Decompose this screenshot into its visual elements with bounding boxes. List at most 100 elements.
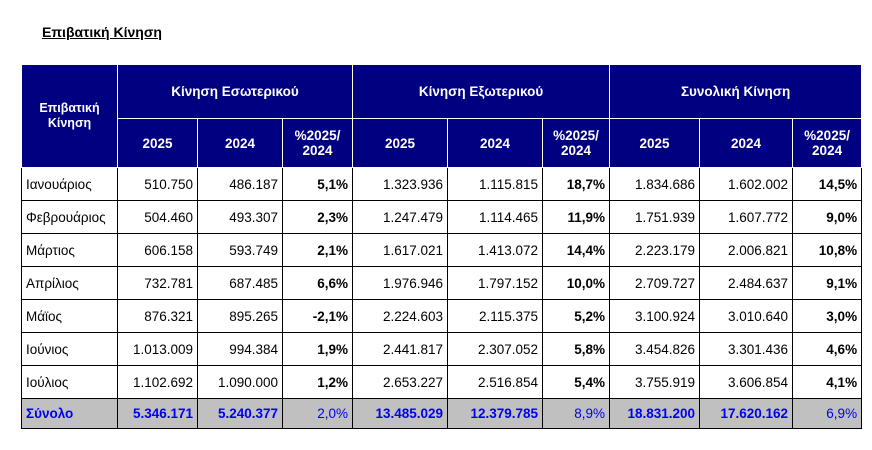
value-cell: 3.100.924 [609,299,701,333]
percent-change-cell: 5,8% [542,332,611,366]
column-header: 2025 [352,118,449,168]
value-cell: 1.751.939 [609,200,701,234]
value-cell: 2.484.637 [699,266,794,300]
month-cell: Ιούλιος [21,365,118,399]
value-cell: 732.781 [117,266,198,300]
percent-change-cell: 3,0% [792,299,863,333]
passenger-traffic-table: Επιβατική Κίνηση Κίνηση Εσωτερικού Κίνησ… [21,64,863,429]
value-cell: 1.013.009 [117,332,198,366]
table-row: Μάϊος 876.321 895.265 -2,1% 2.224.603 2.115.3… [21,299,863,333]
total-label: Σύνολο [21,398,118,429]
table-row: Ιούνιος 1.013.009 994.384 1,9% 2.441.817 2.30… [21,332,863,366]
column-header: 2025 [609,118,701,168]
value-cell: 1.323.936 [352,167,449,201]
percent-change-cell: 2,3% [281,200,354,234]
month-cell: Ιανουάριος [21,167,118,201]
value-cell: 606.158 [117,233,198,267]
value-cell: 504.460 [117,200,198,234]
percent-change-cell: 5,4% [542,365,611,399]
percent-change-cell: 9,0% [792,200,863,234]
value-cell: 486.187 [197,167,283,201]
value-cell: 13.485.029 [352,398,449,429]
percent-change-cell: 8,9% [542,398,611,429]
table-row: Φεβρουάριος 504.460 493.307 2,3% 1.247.479 1.… [21,200,863,234]
value-cell: 493.307 [197,200,283,234]
value-cell: 2.516.854 [447,365,544,399]
value-cell: 5.240.377 [197,398,283,429]
percent-change-cell: 1,2% [281,365,354,399]
month-cell: Μάρτιος [21,233,118,267]
percent-change-cell: 4,1% [792,365,863,399]
column-header: %2025/ 2024 [542,118,611,168]
column-header: 2024 [699,118,794,168]
percent-change-cell: 6,9% [792,398,863,429]
value-cell: 1.834.686 [609,167,701,201]
value-cell: 1.090.000 [197,365,283,399]
value-cell: 3.755.919 [609,365,701,399]
value-cell: 1.102.692 [117,365,198,399]
value-cell: 3.301.436 [699,332,794,366]
percent-change-cell: 2,1% [281,233,354,267]
table-row: Ιούλιος 1.102.692 1.090.000 1,2% 2.653.227 2.… [21,365,863,399]
page-title: Επιβατική Κίνηση [42,24,162,40]
percent-change-cell: 5,2% [542,299,611,333]
month-cell: Φεβρουάριος [21,200,118,234]
value-cell: 876.321 [117,299,198,333]
value-cell: 1.247.479 [352,200,449,234]
group-header-total: Συνολική Κίνηση [609,64,863,119]
value-cell: 12.379.785 [447,398,544,429]
percent-change-cell: 6,6% [281,266,354,300]
percent-change-cell: 11,9% [542,200,611,234]
month-cell: Ιούνιος [21,332,118,366]
value-cell: 2.709.727 [609,266,701,300]
total-row: Σύνολο 5.346.171 5.240.377 2,0% 13.485.029 12… [21,398,863,429]
percent-change-cell: 1,9% [281,332,354,366]
value-cell: 18.831.200 [609,398,701,429]
value-cell: 2.006.821 [699,233,794,267]
header-row-groups: Επιβατική Κίνηση Κίνηση Εσωτερικού Κίνησ… [21,64,863,168]
value-cell: 1.797.152 [447,266,544,300]
group-header-international: Κίνηση Εξωτερικού [352,64,611,119]
value-cell: 994.384 [197,332,283,366]
percent-change-cell: 10,0% [542,266,611,300]
value-cell: 1.602.002 [699,167,794,201]
percent-change-cell: 10,8% [792,233,863,267]
table-row: Ιανουάριος 510.750 486.187 5,1% 1.323.936 1.1… [21,167,863,201]
percent-change-cell: 2,0% [281,398,354,429]
percent-change-cell: -2,1% [281,299,354,333]
percent-change-cell: 4,6% [792,332,863,366]
column-header: %2025/ 2024 [792,118,863,168]
value-cell: 687.485 [197,266,283,300]
column-header: %2025/ 2024 [281,118,354,168]
value-cell: 3.454.826 [609,332,701,366]
month-cell: Απρίλιος [21,266,118,300]
column-header: 2025 [117,118,198,168]
percent-change-cell: 14,4% [542,233,611,267]
value-cell: 2.224.603 [352,299,449,333]
percent-change-cell: 18,7% [542,167,611,201]
percent-change-cell: 5,1% [281,167,354,201]
value-cell: 1.114.465 [447,200,544,234]
column-header: 2024 [447,118,544,168]
table-row: Απρίλιος 732.781 687.485 6,6% 1.976.946 1.797… [21,266,863,300]
value-cell: 1.617.021 [352,233,449,267]
header-row-columns: 2025 2024 %2025/ 2024 2025 2024 %2025/ 2… [22,118,863,168]
table-body: Ιανουάριος 510.750 486.187 5,1% 1.323.936 1.1… [21,167,863,429]
value-cell: 593.749 [197,233,283,267]
percent-change-cell: 14,5% [792,167,863,201]
value-cell: 2.307.052 [447,332,544,366]
value-cell: 510.750 [117,167,198,201]
value-cell: 2.653.227 [352,365,449,399]
value-cell: 2.223.179 [609,233,701,267]
value-cell: 1.115.815 [447,167,544,201]
value-cell: 2.115.375 [447,299,544,333]
table-row: Μάρτιος 606.158 593.749 2,1% 1.617.021 1.413.… [21,233,863,267]
value-cell: 1.607.772 [699,200,794,234]
percent-change-cell: 9,1% [792,266,863,300]
value-cell: 3.010.640 [699,299,794,333]
value-cell: 895.265 [197,299,283,333]
group-header-domestic: Κίνηση Εσωτερικού [116,64,354,119]
column-header: 2024 [197,118,283,168]
row-label-header: Επιβατική Κίνηση [21,64,118,168]
value-cell: 2.441.817 [352,332,449,366]
